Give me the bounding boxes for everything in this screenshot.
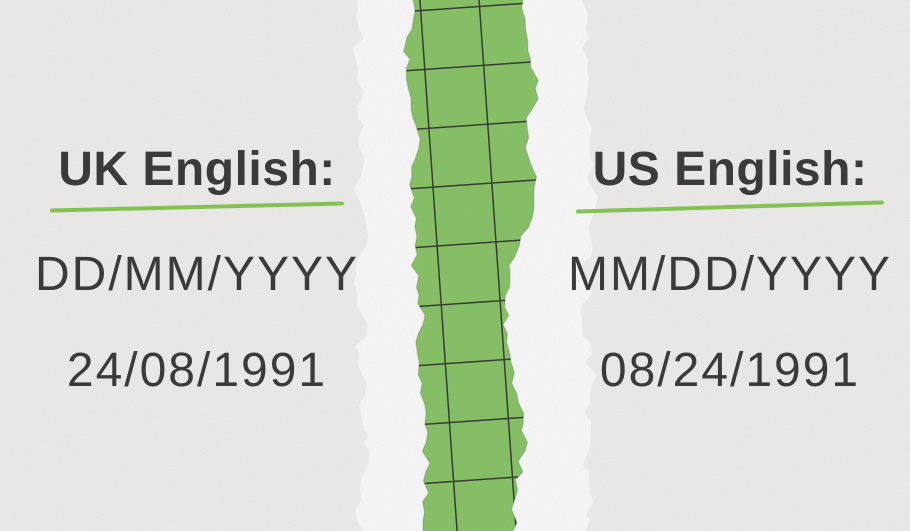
uk-heading-underline — [49, 201, 345, 213]
uk-date-example: 24/08/1991 — [66, 344, 328, 397]
us-column: US English: MM/DD/YYYY 08/24/1991 — [525, 0, 910, 395]
uk-column: UK English: DD/MM/YYYY 24/08/1991 — [0, 0, 402, 395]
us-heading: US English: — [592, 143, 868, 196]
us-heading-underline — [576, 200, 884, 214]
us-date-format: MM/DD/YYYY — [567, 248, 893, 301]
us-date-example: 08/24/1991 — [599, 344, 861, 397]
uk-heading: UK English: — [58, 143, 336, 196]
uk-date-format: DD/MM/YYYY — [34, 248, 360, 301]
